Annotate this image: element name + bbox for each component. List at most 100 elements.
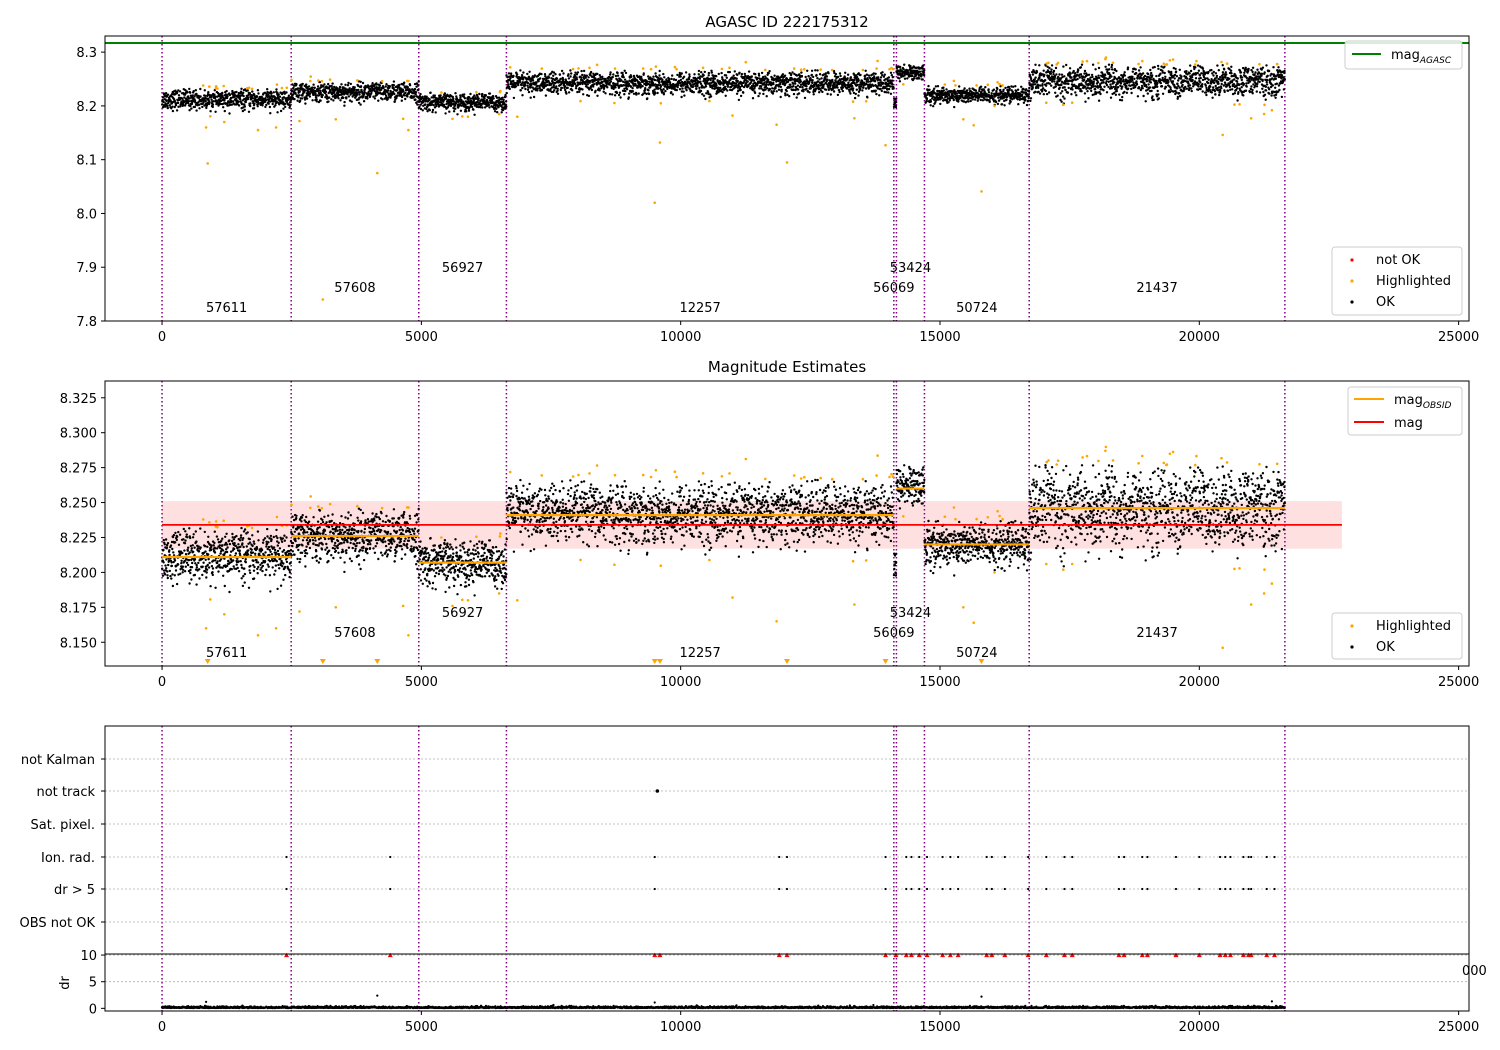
- ok-point: [512, 79, 515, 83]
- ok-point: [419, 103, 422, 106]
- ok-point: [838, 90, 841, 94]
- ok-point: [347, 95, 351, 98]
- ok-point: [1205, 86, 1208, 90]
- ok-point: [298, 94, 301, 97]
- ok-point: [1090, 89, 1093, 93]
- ok-point: [1201, 90, 1204, 93]
- ok-point: [410, 94, 413, 98]
- ok-point: [331, 82, 334, 85]
- ok-point: [315, 100, 318, 103]
- ok-point: [1087, 73, 1091, 77]
- ok-point: [406, 86, 409, 89]
- ok-point: [314, 94, 317, 97]
- ok-point: [474, 97, 478, 101]
- ok-point: [177, 94, 181, 97]
- ok-point: [1058, 86, 1061, 89]
- ok-point: [1160, 85, 1164, 88]
- ok-point: [497, 96, 501, 99]
- ok-point: [1178, 92, 1181, 95]
- ok-point: [1157, 93, 1160, 96]
- ok-point: [1054, 91, 1057, 95]
- ok-point: [569, 75, 572, 78]
- ok-point: [1035, 70, 1039, 74]
- ok-point: [646, 97, 649, 100]
- ok-point: [431, 108, 435, 112]
- ok-point: [1116, 86, 1120, 89]
- ok-point: [505, 91, 508, 95]
- ok-point: [283, 90, 286, 94]
- ok-point: [571, 84, 575, 87]
- ok-point: [867, 74, 871, 77]
- ok-point: [386, 89, 390, 92]
- ok-point: [861, 89, 864, 92]
- ok-point: [1038, 92, 1042, 95]
- ok-point: [968, 87, 971, 90]
- ok-point: [836, 86, 839, 89]
- ok-point: [400, 99, 403, 102]
- ok-point: [765, 95, 768, 98]
- ok-point: [1060, 73, 1064, 76]
- ok-point: [324, 90, 328, 94]
- ok-point: [836, 75, 840, 79]
- ok-point: [276, 111, 279, 114]
- ok-point: [503, 95, 507, 99]
- ok-point: [1025, 103, 1029, 107]
- ok-point: [303, 91, 306, 94]
- ok-point: [1164, 75, 1167, 79]
- ok-point: [384, 92, 387, 96]
- ok-point: [979, 98, 982, 102]
- ok-point: [700, 71, 703, 74]
- ok-point: [363, 91, 366, 94]
- ok-point: [393, 100, 396, 103]
- ok-point: [1123, 90, 1126, 94]
- ok-point: [818, 78, 821, 81]
- ok-point: [736, 79, 739, 83]
- ok-point: [162, 100, 165, 104]
- ok-point: [454, 104, 457, 107]
- ok-point: [563, 85, 567, 88]
- ok-point: [832, 90, 836, 93]
- ok-point: [1068, 67, 1072, 70]
- ok-point: [367, 85, 371, 88]
- ok-point: [785, 89, 788, 93]
- ok-point: [1121, 76, 1125, 79]
- ok-point: [493, 110, 497, 113]
- ok-point: [736, 73, 739, 77]
- ok-point: [609, 73, 612, 76]
- ok-point: [952, 98, 955, 102]
- ok-point: [555, 77, 559, 80]
- ok-point: [1137, 69, 1141, 72]
- ok-point: [1040, 90, 1044, 93]
- ok-point: [303, 89, 307, 92]
- ok-point: [652, 75, 655, 78]
- ok-point: [370, 92, 373, 95]
- ok-point: [382, 86, 385, 90]
- ok-point: [1152, 98, 1155, 102]
- ok-point: [574, 87, 578, 90]
- ok-point: [1133, 77, 1136, 81]
- ok-point: [910, 74, 914, 78]
- ok-point: [1042, 69, 1045, 72]
- ok-point: [539, 77, 542, 80]
- ok-point: [671, 93, 674, 96]
- ok-point: [477, 97, 480, 100]
- ok-point: [1084, 85, 1087, 89]
- ok-point: [979, 85, 983, 88]
- ok-point: [1104, 65, 1107, 69]
- ok-point: [589, 70, 593, 74]
- ok-point: [284, 105, 287, 109]
- ok-point: [343, 100, 346, 104]
- ok-point: [596, 94, 599, 98]
- ok-point: [684, 71, 688, 74]
- ok-point: [1115, 69, 1118, 73]
- ok-point: [1163, 71, 1166, 75]
- ok-point: [679, 78, 683, 82]
- ok-point: [1072, 69, 1075, 73]
- ok-point: [251, 90, 254, 93]
- ok-point: [1061, 90, 1064, 93]
- ok-point: [699, 89, 703, 93]
- ok-point: [1027, 97, 1030, 100]
- ok-point: [1105, 83, 1109, 87]
- ok-point: [596, 72, 599, 76]
- ok-point: [243, 108, 246, 112]
